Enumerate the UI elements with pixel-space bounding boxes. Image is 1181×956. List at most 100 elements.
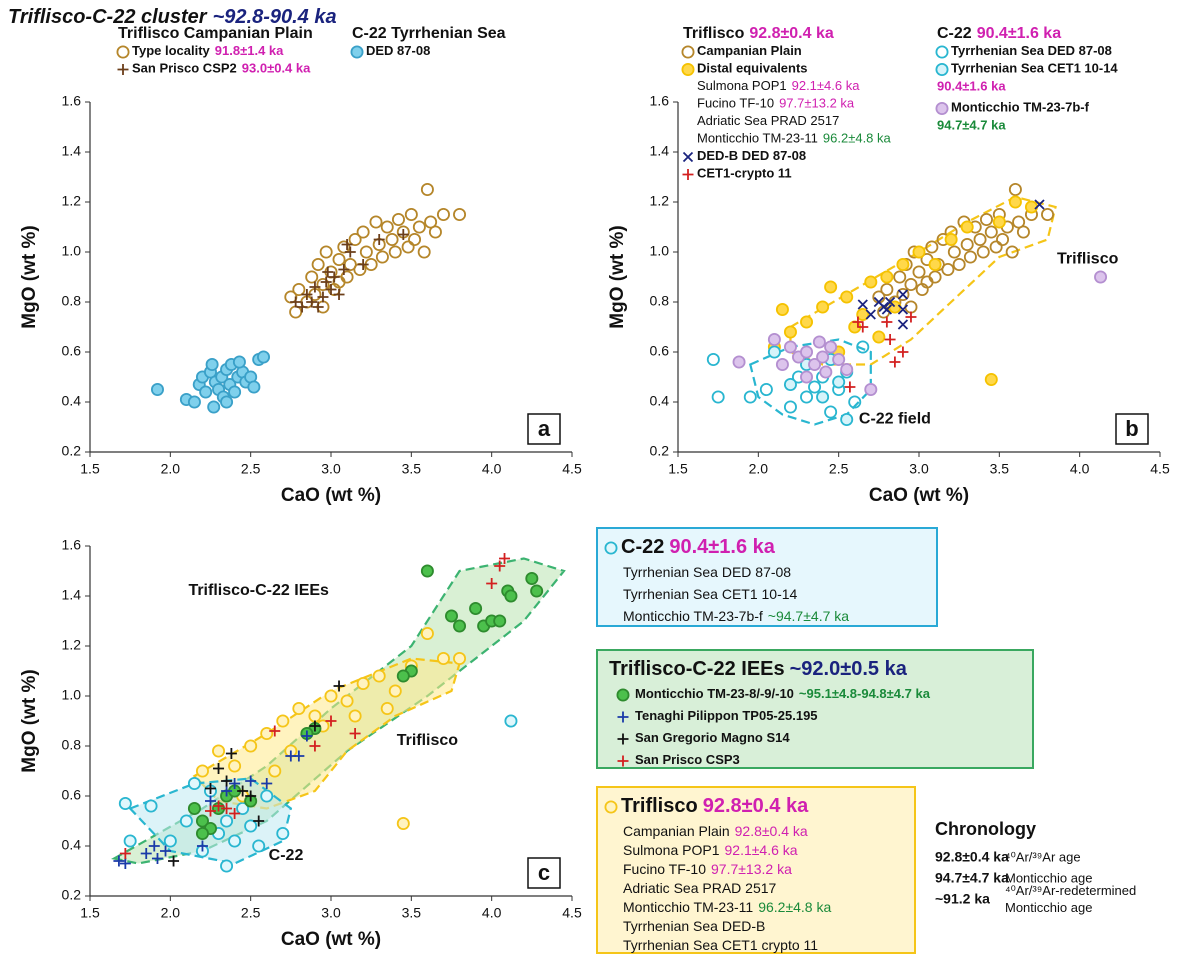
marker-circle: [292, 282, 306, 296]
marker-circle: [864, 275, 878, 289]
marker-circle: [408, 232, 422, 246]
legend-text-part: 96.2±4.8 ka: [758, 899, 831, 915]
legend-text-part: CET1-crypto 11: [697, 166, 792, 181]
marker-x: [857, 299, 868, 310]
marker-circle: [396, 669, 410, 683]
legend-text: Fucino TF-10 97.7±13.2 ka: [623, 861, 792, 877]
legend-text-part: 92.1±4.6 ka: [792, 78, 861, 93]
legend-text: Monticchio TM-23-11 96.2±4.8 ka: [697, 131, 892, 146]
legend-text-part: Monticchio TM-23-7b-f: [951, 100, 1090, 115]
marker-plus: [225, 748, 237, 759]
marker-plus: [229, 808, 241, 819]
y-tick-label: 0.8: [62, 293, 82, 309]
marker-circle: [925, 240, 939, 254]
x-tick-label: 3.0: [321, 905, 341, 921]
y-tick-label: 1.2: [650, 193, 670, 209]
marker-circle: [359, 245, 373, 259]
y-tick-label: 0.4: [62, 393, 82, 409]
marker-circle: [808, 380, 822, 394]
legend-text: Monticchio TM-23-7b-f ~94.7±4.7 ka: [623, 608, 849, 624]
legend-text: Campanian Plain: [697, 43, 802, 58]
marker-circle: [840, 412, 854, 426]
marker-circle: [268, 764, 282, 778]
marker-circle: [199, 385, 213, 399]
x-tick-label: 2.5: [829, 461, 849, 477]
legend-text-part: 92.1±4.6 ka: [725, 842, 798, 858]
y-tick-label: 1.6: [650, 93, 670, 109]
marker-circle: [824, 280, 838, 294]
marker-plus: [253, 815, 265, 827]
marker-plus: [117, 64, 129, 75]
legend-text-part: 91.8±1.4 ka: [215, 43, 284, 58]
marker-plus: [213, 800, 225, 812]
marker-circle: [244, 739, 258, 753]
x-tick-label: 3.5: [402, 461, 422, 477]
marker-circle: [187, 777, 201, 791]
marker-circle: [369, 215, 383, 229]
legend-text-part: San Prisco CSP2: [132, 61, 237, 76]
legend-text: CET1-crypto 11: [697, 166, 792, 181]
marker-circle: [767, 345, 781, 359]
legend-text-part: 97.7±13.2 ka: [711, 861, 792, 877]
marker-plus: [237, 785, 249, 797]
marker-circle: [920, 275, 934, 289]
marker-circle: [260, 789, 274, 803]
legend-text-part: Sulmona POP1: [697, 78, 787, 93]
x-tick-label: 4.5: [1150, 461, 1170, 477]
marker-circle: [348, 709, 362, 723]
marker-x: [1034, 199, 1045, 210]
marker-circle: [116, 45, 130, 59]
y-tick-label: 1.0: [62, 243, 82, 259]
marker-plus: [245, 775, 257, 787]
marker-plus: [301, 289, 313, 300]
legend-text-part: ~92.0±0.5 ka: [790, 658, 908, 680]
marker-circle: [800, 345, 814, 359]
marker-plus: [499, 553, 511, 564]
marker-plus: [205, 805, 216, 817]
marker-circle: [504, 714, 518, 728]
marker-plus: [333, 680, 345, 692]
marker-circle: [604, 800, 618, 814]
marker-plus: [312, 301, 324, 313]
marker-circle: [1008, 182, 1022, 196]
marker-circle: [356, 677, 370, 691]
legend-text-part: Fucino TF-10: [623, 861, 706, 877]
marker-circle: [348, 232, 362, 246]
marker-plus: [221, 803, 233, 814]
marker-circle: [896, 257, 910, 271]
legend-text: Triflisco-C-22 IEEs ~92.0±0.5 ka: [609, 658, 908, 680]
marker-plus: [884, 334, 896, 345]
marker-circle: [324, 689, 338, 703]
marker-circle: [144, 799, 158, 813]
marker-plus: [857, 321, 869, 333]
marker-circle: [872, 330, 886, 344]
marker-circle: [819, 365, 833, 379]
marker-plus: [338, 264, 350, 275]
marker-plus: [119, 848, 131, 859]
legend-text: Adriatic Sea PRAD 2517: [623, 880, 777, 896]
marker-circle: [380, 702, 394, 716]
marker-circle: [816, 350, 830, 364]
marker-circle: [947, 245, 961, 259]
marker-circle: [305, 270, 319, 284]
legend-text-part: Monticchio TM-23-11: [697, 131, 818, 146]
marker-x: [865, 309, 876, 320]
legend-text-part: Tyrrhenian Sea DED-B: [623, 918, 765, 934]
legend-text-part: Fucino TF-10: [697, 96, 774, 111]
y-tick-label: 1.6: [62, 537, 82, 553]
marker-circle: [681, 63, 695, 77]
region-label: Triflisco-C-22 IEEs: [188, 582, 329, 599]
legend-text: C-22 Tyrrhenian Sea: [352, 25, 506, 42]
marker-circle: [775, 357, 789, 371]
legend-box: [596, 649, 1034, 769]
region-label: Triflisco: [1057, 251, 1119, 268]
marker-circle: [711, 390, 725, 404]
marker-plus: [205, 795, 216, 807]
legend-text-part: Campanian Plain: [623, 823, 730, 839]
y-tick-label: 1.4: [62, 587, 82, 603]
legend-text-part: Sulmona POP1: [623, 842, 720, 858]
marker-circle: [1012, 215, 1026, 229]
marker-circle: [504, 589, 518, 603]
marker-plus: [205, 783, 216, 794]
marker-plus: [349, 728, 361, 739]
